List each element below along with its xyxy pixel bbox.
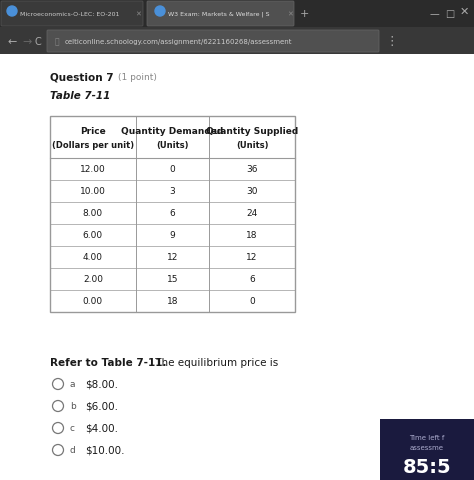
Text: $10.00.: $10.00. xyxy=(85,445,125,455)
Text: celticonline.schoology.com/assignment/6221160268/assessment: celticonline.schoology.com/assignment/62… xyxy=(65,39,292,45)
Text: ⋮: ⋮ xyxy=(385,36,398,48)
Bar xyxy=(0,28,474,55)
Text: Microeconomics-O-LEC: EO-201: Microeconomics-O-LEC: EO-201 xyxy=(20,12,119,16)
Text: Question 7: Question 7 xyxy=(50,73,114,83)
Text: 36: 36 xyxy=(246,165,258,174)
Text: ✕: ✕ xyxy=(287,11,293,17)
Text: 🔒: 🔒 xyxy=(55,37,60,47)
Text: 12.00: 12.00 xyxy=(80,165,106,174)
Circle shape xyxy=(7,7,17,17)
FancyBboxPatch shape xyxy=(1,2,143,27)
Text: 4.00: 4.00 xyxy=(83,253,103,262)
Text: (Units): (Units) xyxy=(156,141,189,150)
Text: d: d xyxy=(70,445,76,455)
Text: 9: 9 xyxy=(170,231,175,240)
Text: (Dollars per unit): (Dollars per unit) xyxy=(52,141,134,150)
Text: →: → xyxy=(22,37,31,47)
Text: assessme: assessme xyxy=(410,444,444,450)
Text: b: b xyxy=(70,402,76,411)
Text: C: C xyxy=(35,37,42,47)
Text: Refer to Table 7-11.: Refer to Table 7-11. xyxy=(50,357,166,367)
Text: 18: 18 xyxy=(246,231,258,240)
Text: Time left f: Time left f xyxy=(410,434,445,440)
Text: 6: 6 xyxy=(249,275,255,284)
Text: 12: 12 xyxy=(246,253,258,262)
Text: 8.00: 8.00 xyxy=(83,209,103,218)
Text: (Units): (Units) xyxy=(236,141,268,150)
Text: The equilibrium price is: The equilibrium price is xyxy=(152,357,278,367)
Bar xyxy=(50,117,295,312)
Text: 24: 24 xyxy=(246,209,258,218)
Text: □: □ xyxy=(445,9,454,19)
Text: ←: ← xyxy=(8,37,18,47)
Text: Quantity Demanded: Quantity Demanded xyxy=(121,127,224,136)
Text: ✕: ✕ xyxy=(135,11,141,17)
Text: +: + xyxy=(300,9,310,19)
FancyBboxPatch shape xyxy=(47,31,379,53)
Text: Quantity Supplied: Quantity Supplied xyxy=(206,127,298,136)
Text: 6: 6 xyxy=(170,209,175,218)
Text: 2.00: 2.00 xyxy=(83,275,103,284)
Text: W3 Exam: Markets & Welfare | S: W3 Exam: Markets & Welfare | S xyxy=(168,11,270,17)
Bar xyxy=(0,0,474,55)
Bar xyxy=(380,419,474,480)
Text: ✕: ✕ xyxy=(460,7,469,17)
Text: 0: 0 xyxy=(249,297,255,306)
Text: $8.00.: $8.00. xyxy=(85,379,118,389)
Text: (1 point): (1 point) xyxy=(118,73,157,82)
Text: $4.00.: $4.00. xyxy=(85,423,118,433)
Text: Table 7-11: Table 7-11 xyxy=(50,91,110,101)
Text: Price: Price xyxy=(80,127,106,136)
Text: 3: 3 xyxy=(170,187,175,196)
Text: 12: 12 xyxy=(167,253,178,262)
Text: 18: 18 xyxy=(167,297,178,306)
Text: c: c xyxy=(70,424,75,432)
Text: 6.00: 6.00 xyxy=(83,231,103,240)
Text: 30: 30 xyxy=(246,187,258,196)
Text: 0: 0 xyxy=(170,165,175,174)
Bar xyxy=(0,55,474,480)
Text: 85:5: 85:5 xyxy=(403,457,451,476)
Text: 0.00: 0.00 xyxy=(83,297,103,306)
Text: $6.00.: $6.00. xyxy=(85,401,118,411)
Circle shape xyxy=(155,7,165,17)
Text: a: a xyxy=(70,380,75,389)
FancyBboxPatch shape xyxy=(147,2,294,27)
Text: 15: 15 xyxy=(167,275,178,284)
Text: 10.00: 10.00 xyxy=(80,187,106,196)
Text: —: — xyxy=(430,9,440,19)
